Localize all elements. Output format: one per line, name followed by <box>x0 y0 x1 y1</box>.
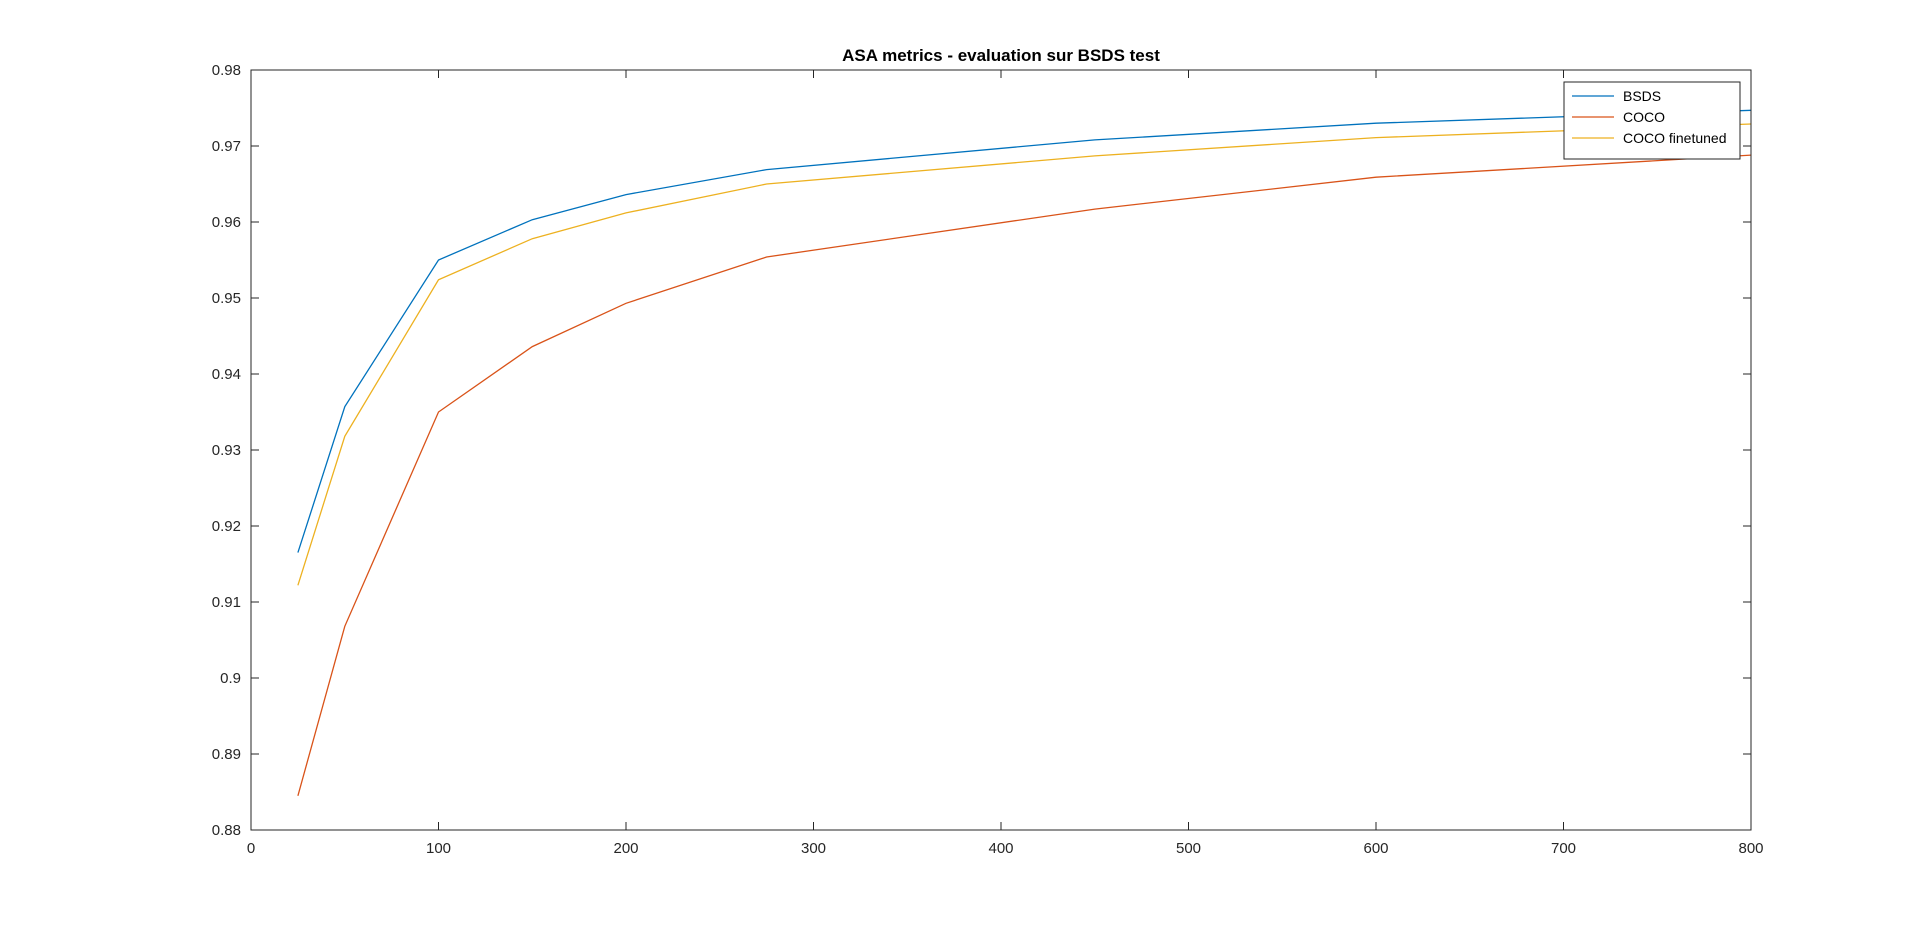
x-tick-label: 400 <box>988 840 1013 857</box>
plot-frame <box>250 69 1752 831</box>
x-tick-label: 100 <box>426 840 451 857</box>
legend-box <box>1563 81 1741 160</box>
legend-label-coco-finetuned: COCO finetuned <box>1623 130 1727 146</box>
y-tick-label: 0.92 <box>212 518 241 535</box>
x-tick-label: 800 <box>1738 840 1763 857</box>
x-tick-label: 700 <box>1551 840 1576 857</box>
y-tick-label: 0.91 <box>212 594 241 611</box>
legend: BSDS COCO COCO finetuned <box>1563 81 1741 160</box>
x-tick-label: 300 <box>801 840 826 857</box>
legend-label-bsds: BSDS <box>1623 88 1661 104</box>
y-tick-label: 0.89 <box>212 746 241 763</box>
y-tick-label: 0.9 <box>220 670 241 687</box>
y-tick-label: 0.97 <box>212 138 241 155</box>
y-tick-label: 0.98 <box>212 62 241 79</box>
plot-background <box>251 70 1751 830</box>
y-tick-label: 0.96 <box>212 214 241 231</box>
x-tick-label: 200 <box>613 840 638 857</box>
y-tick-label: 0.94 <box>212 366 241 383</box>
chart-title: ASA metrics - evaluation sur BSDS test <box>842 46 1160 65</box>
x-tick-label: 0 <box>247 840 255 857</box>
legend-label-coco: COCO <box>1623 109 1665 125</box>
series-layer <box>297 109 1752 796</box>
x-tick-label: 500 <box>1176 840 1201 857</box>
ticks-layer: 0 100 200 300 400 500 600 700 800 0.88 0.89 0.9 0.91… <box>212 62 1764 857</box>
x-tick-label: 600 <box>1363 840 1388 857</box>
y-tick-label: 0.93 <box>212 442 241 459</box>
y-tick-label: 0.88 <box>212 822 241 839</box>
series-line-coco <box>297 154 1752 796</box>
y-tick-label: 0.95 <box>212 290 241 307</box>
series-line-coco-finetuned <box>297 123 1752 586</box>
series-line-bsds <box>297 109 1752 553</box>
